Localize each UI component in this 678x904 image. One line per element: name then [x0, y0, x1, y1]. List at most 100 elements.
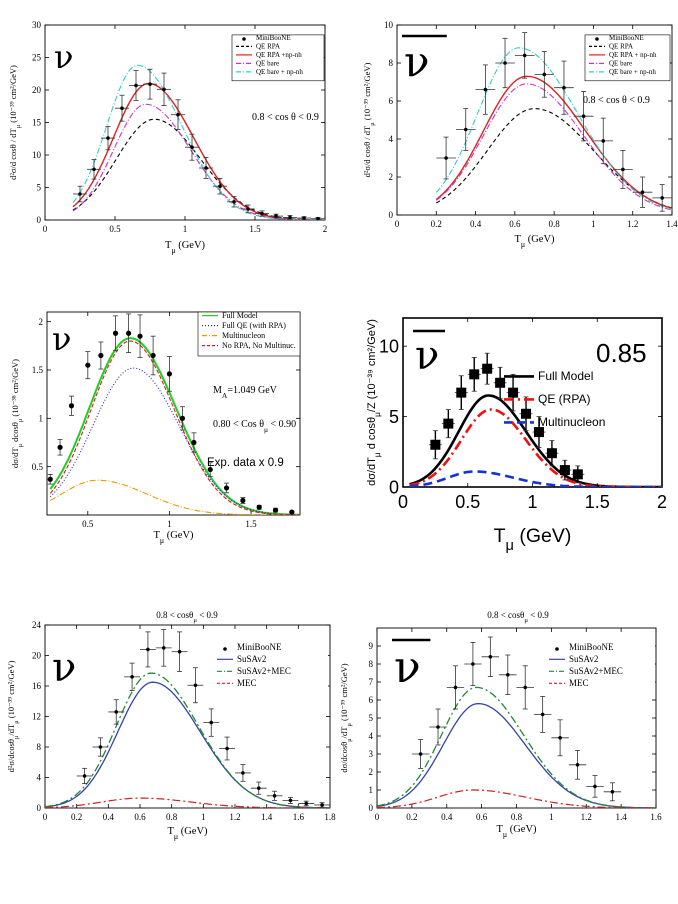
data-point [288, 798, 293, 803]
data-point [246, 207, 250, 211]
data-point [114, 710, 119, 714]
data-point [471, 662, 475, 666]
data-point [444, 156, 448, 160]
x-tick-label: 0.6 [476, 812, 488, 822]
y-tick-label: 4 [369, 731, 374, 741]
x-tick-label: 1.5 [585, 492, 610, 512]
y-tick-label: 10 [384, 20, 394, 30]
data-point [82, 774, 87, 778]
series-curve-full-qe-with-rpa- [49, 367, 300, 515]
data-point [207, 466, 213, 473]
data-point [112, 330, 119, 336]
data-point [289, 509, 295, 515]
x-tick-label: 0.5 [109, 224, 121, 234]
legend-label: QE bare [609, 60, 632, 68]
legend-marker [242, 37, 246, 41]
data-point [130, 675, 134, 679]
legend-label: MiniBooNE [237, 642, 282, 652]
data-point [218, 184, 222, 188]
x-tick-label: 0.6 [509, 219, 521, 229]
legend-box [213, 642, 328, 696]
y-tick-label: 16 [32, 681, 42, 691]
y-tick-label: 0 [389, 210, 394, 220]
data-point [134, 83, 138, 88]
y-tick-label: 0 [37, 803, 42, 813]
x-tick-label: 1 [549, 812, 554, 822]
x-tick-label: 0.5 [455, 492, 480, 512]
annotation: 0.8 < cos θ < 0.9 [252, 112, 319, 123]
data-point [106, 136, 110, 140]
neutrino-symbol: ν [54, 38, 73, 76]
legend-marker [223, 647, 227, 651]
x-tick-label: 0.8 [511, 812, 523, 822]
data-point [463, 127, 468, 132]
series-curve-susav2-mec [377, 686, 656, 808]
data-point [546, 448, 557, 459]
data-point [523, 685, 528, 690]
chart-p3: 0.5 1 1.5 0.5 1 1.5 2 Tμ (GeV) dσ/dTμ dcosθμ (10… [10, 311, 301, 545]
data-point [272, 794, 277, 798]
data-point [495, 377, 506, 388]
y-tick-label: 6 [369, 695, 374, 705]
x-tick-label: 0 [398, 492, 408, 512]
y-tick-label: 8 [389, 58, 394, 68]
y-tick-label: 10 [379, 336, 399, 356]
data-point [456, 387, 467, 398]
y-tick-label: 2 [389, 172, 394, 182]
y-tick-label: 20 [32, 651, 42, 661]
legend-label: SuSAv2+MEC [237, 666, 291, 676]
data-point [304, 801, 309, 806]
data-point [137, 333, 143, 339]
legend-label: MEC [237, 678, 257, 688]
legend-label: SuSAv2 [237, 654, 266, 664]
legend-label: QE RPA [609, 43, 633, 51]
y-tick-label: 1.5 [32, 365, 44, 375]
legend-label: QE RPA + np-nh [609, 51, 657, 59]
legend-label: QE bare [256, 60, 279, 68]
y-tick-label: 0 [369, 803, 374, 813]
legend-label: MiniBooNE [256, 34, 291, 42]
x-tick-label: 1 [167, 519, 172, 529]
data-point [161, 646, 166, 650]
data-point [85, 362, 91, 368]
y-tick-label: 25 [32, 53, 42, 63]
x-tick-label: 1 [527, 492, 537, 512]
legend-marker [595, 37, 599, 41]
legend-label: QE (RPA) [538, 392, 590, 406]
y-tick-label: 5 [369, 713, 374, 723]
x-axis-label: Tμ (GeV) [153, 530, 194, 545]
series-curve-qe-bare-np-nh [435, 47, 672, 210]
series-curve-mec [377, 789, 656, 808]
y-tick-label: 6 [389, 96, 394, 106]
y-tick-label: 15 [32, 118, 42, 128]
x-tick-label: 1.2 [229, 812, 240, 822]
legend-box [545, 642, 655, 696]
x-axis-label: Tμ (GeV) [496, 824, 537, 839]
x-tick-label: 1.6 [650, 812, 662, 822]
legend: MiniBooNE SuSAv2 SuSAv2+MEC MEC [213, 642, 328, 696]
annotation: 0.8 < cos θ < 0.9 [583, 95, 650, 106]
y-tick-label: 2 [39, 317, 44, 327]
data-point [126, 330, 132, 336]
data-point [430, 439, 441, 450]
data-point [256, 786, 261, 790]
series-curve-mec [45, 797, 330, 808]
data-point [558, 736, 562, 740]
y-tick-label: 5 [37, 183, 42, 193]
y-tick-label: 5 [389, 407, 399, 427]
series-curve-multinucleon [409, 470, 662, 487]
data-point [177, 649, 182, 654]
y-tick-label: 1 [369, 785, 374, 795]
x-tick-label: 2 [657, 492, 667, 512]
x-tick-label: 0.4 [103, 812, 115, 822]
x-tick-label: 1.8 [324, 812, 336, 822]
x-tick-label: 1.4 [261, 812, 273, 822]
data-point [503, 61, 507, 65]
data-point [436, 725, 440, 729]
data-point [78, 192, 82, 196]
y-tick-label: 2 [369, 767, 374, 777]
data-point [232, 200, 236, 204]
x-tick-label: 0 [395, 219, 400, 229]
